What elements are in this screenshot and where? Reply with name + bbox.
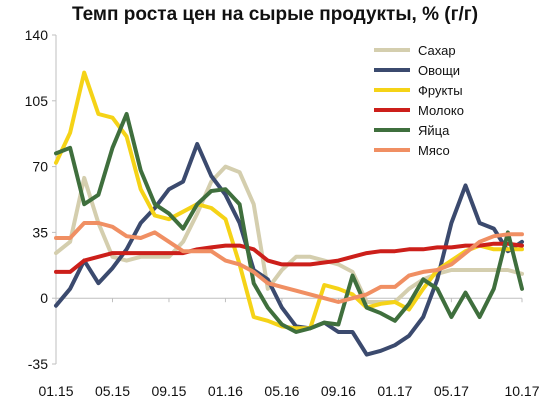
y-tick-label: 0 (40, 290, 48, 306)
y-tick-label: -35 (28, 356, 48, 372)
legend-label-1: Сахар (418, 43, 456, 58)
x-tick-label: 05.16 (264, 383, 299, 399)
x-tick-label: 01.17 (377, 383, 412, 399)
x-tick-label: 05.15 (95, 383, 130, 399)
y-tick-label: 140 (25, 27, 49, 43)
y-tick-label: 35 (32, 224, 48, 240)
series-line-4 (54, 241, 524, 274)
chart-title: Темп роста цен на сырые продукты, % (г/г… (71, 4, 479, 25)
x-tick-label: 01.15 (38, 383, 73, 399)
y-tick-label: 105 (25, 93, 49, 109)
y-tick-label: 70 (32, 159, 48, 175)
legend-label-5: Яйца (418, 123, 450, 138)
legend-label-3: Фрукты (418, 83, 463, 98)
x-tick-label: 09.16 (321, 383, 356, 399)
legend-label-6: Мясо (418, 143, 450, 158)
x-tick-label: 09.15 (151, 383, 186, 399)
legend-label-4: Молоко (418, 103, 464, 118)
x-tick-label: 01.16 (208, 383, 243, 399)
series-line-6 (54, 221, 524, 304)
series-line-5 (54, 112, 524, 334)
legend-label-2: Овощи (418, 63, 460, 78)
x-tick-label: 10.17 (504, 383, 539, 399)
x-tick-label: 05.17 (434, 383, 469, 399)
